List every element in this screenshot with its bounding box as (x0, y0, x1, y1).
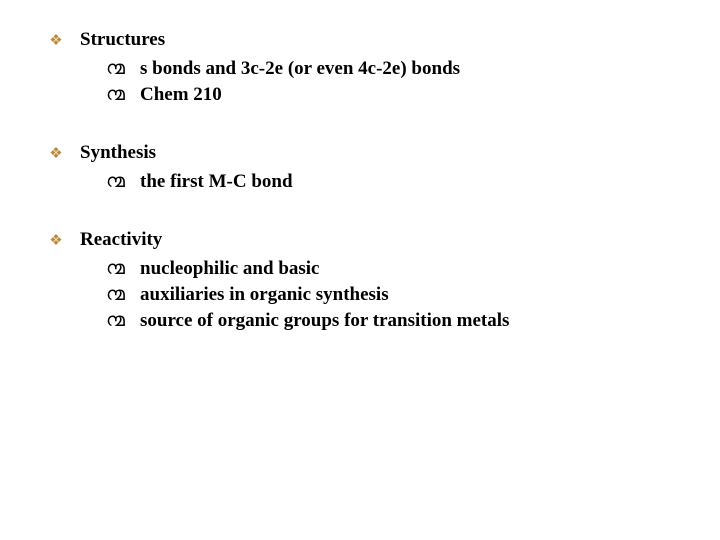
script-bullet-icon: ൚ (106, 309, 128, 333)
sub-item-row: ൚ source of organic groups for transitio… (106, 309, 680, 333)
section-heading: Reactivity (80, 228, 162, 252)
diamond-bullet-icon: ❖ (48, 142, 64, 166)
diamond-bullet-icon: ❖ (48, 229, 64, 253)
section-heading-row: ❖ Synthesis (48, 141, 680, 166)
sub-item-row: ൚ nucleophilic and basic (106, 257, 680, 281)
script-bullet-icon: ൚ (106, 283, 128, 307)
sub-item-row: ൚ s bonds and 3c-2e (or even 4c-2e) bond… (106, 57, 680, 81)
script-bullet-icon: ൚ (106, 57, 128, 81)
sub-item-text: nucleophilic and basic (140, 257, 320, 281)
section-heading: Structures (80, 28, 165, 52)
sub-item-text: s bonds and 3c-2e (or even 4c-2e) bonds (140, 57, 460, 81)
script-bullet-icon: ൚ (106, 170, 128, 194)
section-block: ❖ Structures ൚ s bonds and 3c-2e (or eve… (48, 28, 680, 107)
section-heading-row: ❖ Reactivity (48, 228, 680, 253)
sub-item-text: Chem 210 (140, 83, 222, 107)
sub-item-row: ൚ Chem 210 (106, 83, 680, 107)
script-bullet-icon: ൚ (106, 257, 128, 281)
section-block: ❖ Reactivity ൚ nucleophilic and basic ൚ … (48, 228, 680, 333)
sub-item-text: the first M-C bond (140, 170, 293, 194)
diamond-bullet-icon: ❖ (48, 29, 64, 53)
sub-item-text: auxiliaries in organic synthesis (140, 283, 389, 307)
section-block: ❖ Synthesis ൚ the first M-C bond (48, 141, 680, 194)
script-bullet-icon: ൚ (106, 83, 128, 107)
sub-item-row: ൚ auxiliaries in organic synthesis (106, 283, 680, 307)
sub-item-row: ൚ the first M-C bond (106, 170, 680, 194)
section-heading-row: ❖ Structures (48, 28, 680, 53)
section-heading: Synthesis (80, 141, 156, 165)
sub-item-text: source of organic groups for transition … (140, 309, 509, 333)
slide-container: ❖ Structures ൚ s bonds and 3c-2e (or eve… (0, 0, 720, 540)
